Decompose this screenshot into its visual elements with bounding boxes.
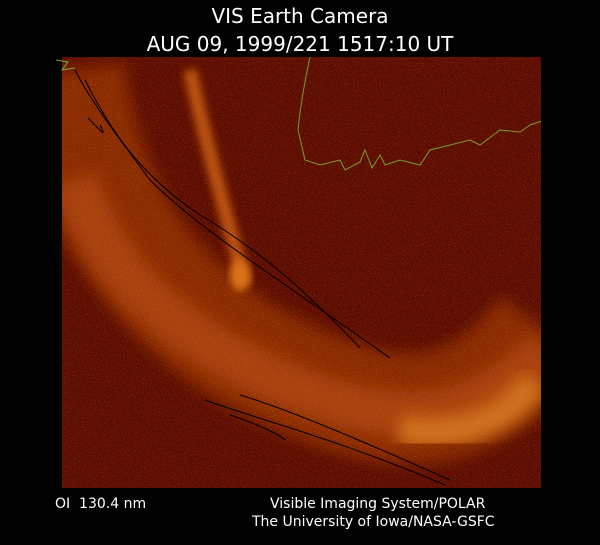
coastline-edge — [55, 59, 76, 71]
continent-outline — [74, 69, 451, 486]
image — [62, 57, 541, 488]
subtitle: AUG 09, 1999/221 1517:10 UT — [147, 32, 455, 56]
credit-line-1: Visible Imaging System/POLAR — [270, 496, 486, 512]
credit-line-2: The University of Iowa/NASA-GSFC — [251, 514, 495, 530]
title: VIS Earth Camera — [211, 4, 388, 28]
image-noise — [62, 57, 541, 488]
filter-label: OI 130.4 nm — [55, 496, 146, 512]
